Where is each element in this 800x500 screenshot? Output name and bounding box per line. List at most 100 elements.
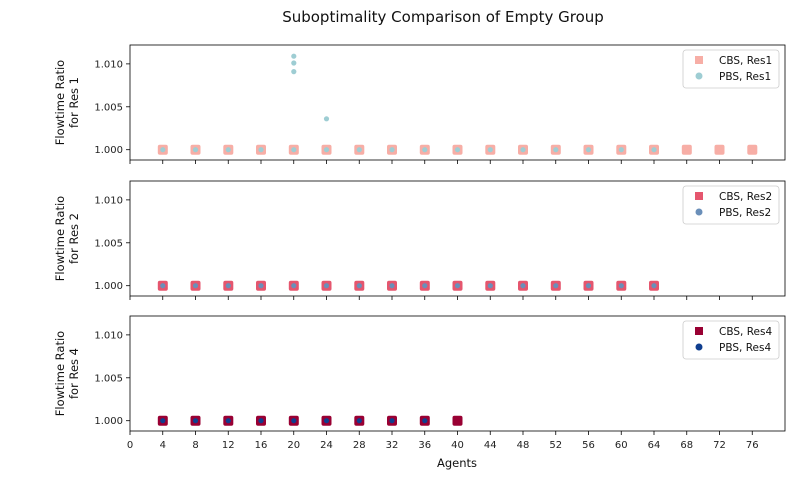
- x-tick-label: 20: [287, 440, 300, 451]
- pbs-marker: [225, 147, 231, 153]
- legend-box: [682, 49, 780, 89]
- pbs-marker: [618, 283, 624, 289]
- legend-label: CBS, Res2: [719, 191, 772, 203]
- pbs-marker: [258, 283, 264, 289]
- y-axis-label: for Res 1: [67, 77, 81, 128]
- pbs-marker: [192, 147, 199, 153]
- legend-label: PBS, Res1: [719, 71, 771, 83]
- pbs-marker: [618, 147, 624, 153]
- pbs-marker: [160, 147, 166, 153]
- y-axis-label: for Res 4: [67, 348, 81, 399]
- x-axis-label: Agents: [437, 456, 477, 470]
- x-tick-label: 48: [517, 440, 530, 451]
- pbs-marker: [389, 147, 395, 153]
- pbs-marker: [585, 283, 592, 289]
- x-tick-label: 12: [222, 440, 235, 451]
- pbs-marker: [225, 283, 231, 289]
- pbs-marker: [520, 283, 526, 289]
- pbs-marker: [553, 147, 559, 153]
- subplot-1: 1.000 1.005 1.010 Flowtime Ratio for Res 1 CB…: [53, 44, 786, 164]
- pbs-marker: [520, 147, 526, 153]
- y-axis-label: for Res 2: [67, 213, 81, 264]
- cbs-marker: [681, 144, 692, 155]
- pbs-marker: [192, 418, 199, 424]
- legend: CBS, Res1 PBS, Res1: [682, 49, 780, 89]
- legend-marker: [695, 343, 703, 351]
- cbs-marker: [452, 415, 463, 426]
- pbs-marker: [422, 283, 428, 289]
- pbs-marker: [454, 147, 461, 153]
- pbs-marker: [291, 283, 297, 289]
- cbs-marker: [714, 144, 725, 155]
- x-tick-label: 0: [127, 440, 133, 451]
- pbs-marker: [258, 147, 264, 153]
- legend: CBS, Res2 PBS, Res2: [682, 185, 780, 225]
- pbs-marker: [651, 283, 657, 289]
- pbs-marker: [160, 283, 166, 289]
- legend-label: PBS, Res4: [719, 342, 771, 354]
- chart-title: Suboptimality Comparison of Empty Group: [282, 8, 604, 26]
- y-tick-label: 1.000: [94, 281, 123, 292]
- x-tick-label: 60: [615, 440, 628, 451]
- y-tick-label: 1.000: [94, 416, 123, 427]
- legend-box: [682, 185, 780, 225]
- x-tick-label: 32: [386, 440, 399, 451]
- pbs-marker: [356, 418, 362, 424]
- pbs-marker: [422, 418, 428, 424]
- pbs-marker: [323, 283, 330, 289]
- x-tick-label: 8: [192, 440, 198, 451]
- x-tick-label: 4: [160, 440, 166, 451]
- y-tick-label: 1.005: [94, 102, 123, 113]
- legend-marker: [695, 192, 703, 200]
- x-tick-label: 72: [713, 440, 726, 451]
- pbs-marker: [291, 53, 297, 59]
- legend: CBS, Res4 PBS, Res4: [682, 320, 780, 360]
- pbs-marker: [192, 283, 199, 289]
- y-tick-label: 1.010: [94, 195, 123, 206]
- pbs-marker: [291, 69, 297, 75]
- x-tick-label: 52: [549, 440, 562, 451]
- legend-marker: [695, 56, 703, 64]
- x-tick-label: 28: [353, 440, 366, 451]
- x-tick-label: 16: [255, 440, 268, 451]
- legend-label: CBS, Res1: [719, 55, 772, 67]
- x-tick-label: 44: [484, 440, 497, 451]
- pbs-marker: [356, 283, 362, 289]
- legend-label: CBS, Res4: [719, 326, 772, 338]
- legend-box: [682, 320, 780, 360]
- y-tick-label: 1.010: [94, 330, 123, 341]
- legend-marker: [695, 72, 703, 80]
- pbs-marker: [225, 418, 231, 424]
- pbs-marker: [553, 283, 559, 289]
- x-tick-label: 76: [746, 440, 759, 451]
- legend-marker: [695, 327, 703, 335]
- pbs-marker: [356, 147, 362, 153]
- legend-label: PBS, Res2: [719, 207, 771, 219]
- pbs-marker: [323, 147, 330, 153]
- pbs-marker: [651, 147, 657, 153]
- x-tick-label: 40: [451, 440, 464, 451]
- y-tick-label: 1.005: [94, 373, 123, 384]
- x-tick-label: 24: [320, 440, 333, 451]
- pbs-marker: [291, 418, 297, 424]
- x-tick-label: 36: [418, 440, 431, 451]
- x-tick-label: 56: [582, 440, 595, 451]
- pbs-marker: [487, 283, 493, 289]
- y-tick-label: 1.000: [94, 145, 123, 156]
- pbs-marker: [160, 418, 166, 424]
- y-axis-label: Flowtime Ratio: [53, 60, 67, 145]
- y-tick-label: 1.010: [94, 59, 123, 70]
- pbs-marker: [323, 116, 330, 122]
- pbs-marker: [389, 283, 395, 289]
- pbs-marker: [454, 283, 461, 289]
- pbs-marker: [323, 418, 330, 424]
- x-tick-label: 68: [680, 440, 693, 451]
- pbs-marker: [487, 147, 493, 153]
- cbs-marker: [747, 144, 758, 155]
- pbs-marker: [389, 418, 395, 424]
- x-tick-label: 64: [648, 440, 661, 451]
- pbs-marker: [422, 147, 428, 153]
- y-axis-label: Flowtime Ratio: [53, 196, 67, 281]
